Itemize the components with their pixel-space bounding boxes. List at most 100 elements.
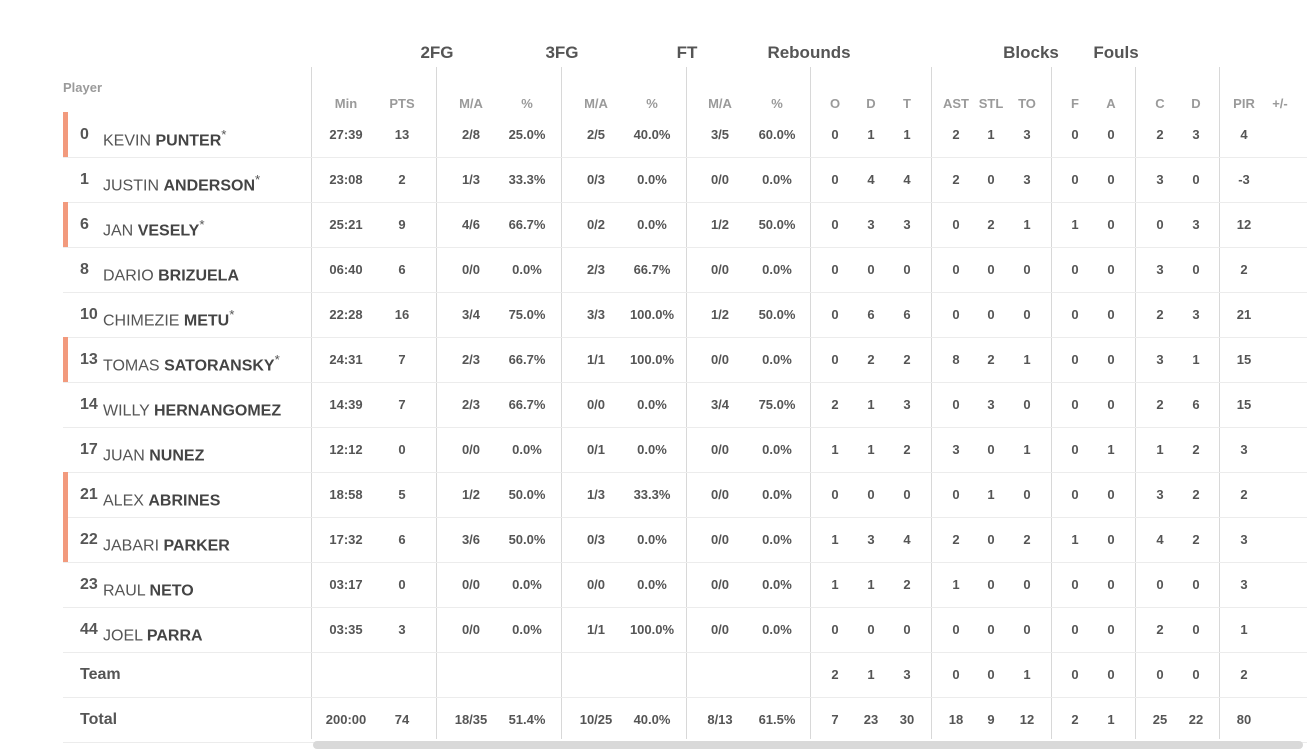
stat-cell-8: 0	[831, 127, 839, 142]
stat-cell-13: 0	[1023, 397, 1031, 412]
player-row[interactable]: 14 WILLY HERNANGOMEZ 14:39 7 2/3 66.7% 0/0 0.0%…	[63, 382, 1307, 428]
stat-cell-11: 1	[952, 577, 960, 592]
stat-cell-13: 0	[1023, 577, 1031, 592]
player-name-link[interactable]: KEVIN PUNTER*	[103, 112, 226, 163]
column-header-7[interactable]: %	[771, 96, 783, 111]
player-row[interactable]: 22 JABARI PARKER 17:32 6 3/6 50.0% 0/3 0.0% 0/0 0…	[63, 517, 1307, 563]
player-row[interactable]: 0 KEVIN PUNTER* 27:39 13 2/8 25.0% 2/5 40.0% 3/5…	[63, 112, 1307, 158]
stat-cell-12: 2	[987, 217, 995, 232]
stat-cell-2: 18/35	[454, 712, 488, 727]
stat-cell-1: 2	[398, 172, 406, 187]
stat-cell-3: 0.0%	[512, 622, 542, 637]
stat-cell-15: 1	[1107, 712, 1115, 727]
column-divider	[810, 67, 811, 739]
stat-cell-6: 0/0	[710, 622, 730, 637]
player-row[interactable]: 21 ALEX ABRINES 18:58 5 1/2 50.0% 1/3 33.3% 0/0 0…	[63, 472, 1307, 518]
stat-cell-9: 0	[867, 622, 875, 637]
column-header-4[interactable]: M/A	[584, 96, 608, 111]
stat-cell-7: 0.0%	[762, 487, 792, 502]
column-header-6[interactable]: M/A	[708, 96, 732, 111]
stat-cell-11: 0	[952, 262, 960, 277]
column-header-11[interactable]: AST	[943, 96, 969, 111]
stat-cell-6: 3/4	[710, 397, 730, 412]
stat-cell-1: 6	[398, 532, 406, 547]
stat-cell-11: 8	[952, 352, 960, 367]
column-header-19[interactable]: +/-	[1272, 96, 1288, 111]
column-header-12[interactable]: STL	[978, 96, 1004, 111]
stat-cell-0: 14:39	[329, 397, 363, 412]
player-first-name: WILLY	[103, 402, 150, 420]
player-row[interactable]: 44 JOEL PARRA 03:35 3 0/0 0.0% 1/1 100.0% 0/0 0.0…	[63, 607, 1307, 653]
stat-cell-15: 0	[1107, 532, 1115, 547]
player-row[interactable]: 10 CHIMEZIE METU* 22:28 16 3/4 75.0% 3/3 100.0%…	[63, 292, 1307, 338]
stat-cell-1: 6	[398, 262, 406, 277]
column-header-16[interactable]: C	[1155, 96, 1165, 111]
stat-cell-3: 0.0%	[512, 442, 542, 457]
player-name-link[interactable]: CHIMEZIE METU*	[103, 292, 234, 343]
player-name-link[interactable]: DARIO BRIZUELA	[103, 247, 239, 298]
column-header-5[interactable]: %	[646, 96, 658, 111]
stat-cell-12: 3	[987, 397, 995, 412]
stat-cell-6: 0/0	[710, 172, 730, 187]
stat-cell-5: 33.3%	[633, 487, 671, 502]
stat-cell-7: 50.0%	[758, 307, 796, 322]
column-header-15[interactable]: A	[1106, 96, 1116, 111]
player-name-link[interactable]: JOEL PARRA	[103, 607, 203, 658]
column-header-0[interactable]: Min	[334, 96, 358, 111]
stat-cell-15: 0	[1107, 622, 1115, 637]
player-row[interactable]: 8 DARIO BRIZUELA 06:40 6 0/0 0.0% 2/3 66.7% 0/0 0…	[63, 247, 1307, 293]
column-header-8[interactable]: O	[829, 96, 841, 111]
player-name-link[interactable]: JUAN NUNEZ	[103, 427, 204, 478]
column-header-13[interactable]: TO	[1018, 96, 1036, 111]
stat-cell-5: 0.0%	[637, 217, 667, 232]
column-header-10[interactable]: T	[903, 96, 911, 111]
stat-cell-3: 66.7%	[508, 217, 546, 232]
stat-cell-12: 0	[987, 622, 995, 637]
stat-cell-7: 50.0%	[758, 217, 796, 232]
stat-cell-13: 12	[1019, 712, 1035, 727]
stat-cell-13: 3	[1023, 127, 1031, 142]
player-row[interactable]: 23 RAUL NETO 03:17 0 0/0 0.0% 0/0 0.0% 0/0 0.0% 1 1…	[63, 562, 1307, 608]
stat-cell-12: 0	[987, 442, 995, 457]
stat-cell-18: 1	[1240, 622, 1248, 637]
stat-cell-15: 0	[1107, 397, 1115, 412]
player-name-link[interactable]: JUSTIN ANDERSON*	[103, 157, 260, 208]
player-name-link[interactable]: WILLY HERNANGOMEZ	[103, 382, 281, 433]
player-name-link[interactable]: JABARI PARKER	[103, 517, 230, 568]
horizontal-scrollbar[interactable]	[313, 741, 1303, 749]
stat-cell-15: 0	[1107, 172, 1115, 187]
stat-cell-6: 3/5	[710, 127, 730, 142]
column-header-18[interactable]: PIR	[1233, 96, 1255, 111]
stat-cell-11: 0	[952, 667, 960, 682]
column-header-1[interactable]: PTS	[389, 96, 415, 111]
stat-cell-0: 24:31	[329, 352, 363, 367]
stat-cell-9: 3	[867, 532, 875, 547]
stat-cell-10: 3	[903, 667, 911, 682]
player-row[interactable]: 13 TOMAS SATORANSKY* 24:31 7 2/3 66.7% 1/1 100.…	[63, 337, 1307, 383]
stat-cell-3: 33.3%	[508, 172, 546, 187]
player-name-link[interactable]: ALEX ABRINES	[103, 472, 220, 523]
stat-cell-2: 3/6	[461, 532, 481, 547]
player-name-link[interactable]: TOMAS SATORANSKY*	[103, 337, 280, 388]
stat-cell-10: 0	[903, 487, 911, 502]
stat-cell-18: 3	[1240, 577, 1248, 592]
column-header-9[interactable]: D	[866, 96, 876, 111]
column-header-2[interactable]: M/A	[459, 96, 483, 111]
stat-cell-6: 8/13	[707, 712, 733, 727]
column-header-14[interactable]: F	[1071, 96, 1079, 111]
total-row: Total 200:00 74 18/35 51.4% 10/25 40.0% 8/13 61.…	[63, 697, 1307, 743]
player-name-link[interactable]: RAUL NETO	[103, 562, 194, 613]
player-row[interactable]: 1 JUSTIN ANDERSON* 23:08 2 1/3 33.3% 0/3 0.0% 0/…	[63, 157, 1307, 203]
stat-cell-5: 40.0%	[633, 712, 671, 727]
player-first-name: JUAN	[103, 447, 145, 465]
column-header-3[interactable]: %	[521, 96, 533, 111]
player-number: 6	[80, 216, 89, 233]
player-row[interactable]: 17 JUAN NUNEZ 12:12 0 0/0 0.0% 0/1 0.0% 0/0 0.0% 1…	[63, 427, 1307, 473]
player-name-link[interactable]: JAN VESELY*	[103, 202, 205, 253]
stat-cell-1: 9	[398, 217, 406, 232]
player-row[interactable]: 6 JAN VESELY* 25:21 9 4/6 66.7% 0/2 0.0% 1/2 50.0…	[63, 202, 1307, 248]
stat-cell-3: 66.7%	[508, 352, 546, 367]
stat-cell-17: 22	[1188, 712, 1204, 727]
column-header-17[interactable]: D	[1191, 96, 1201, 111]
stat-cell-8: 0	[831, 352, 839, 367]
